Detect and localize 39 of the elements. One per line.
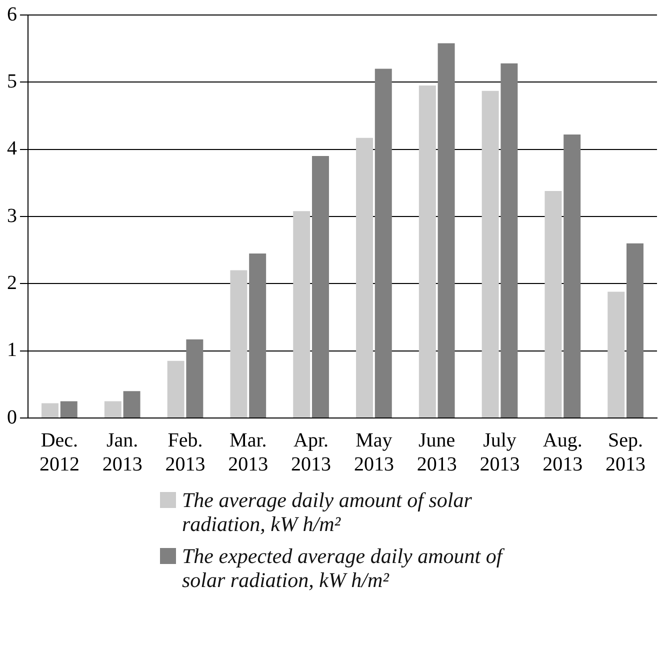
y-tick-label: 4 [7, 138, 17, 160]
x-tick-label: Jan. 2013 [102, 429, 142, 476]
x-tick-label: July 2013 [480, 429, 520, 476]
bar [312, 156, 329, 418]
bar [230, 270, 248, 418]
bar [564, 134, 581, 418]
bar [356, 138, 374, 418]
bar [249, 253, 266, 418]
bar [42, 403, 59, 418]
x-tick-label: May 2013 [354, 429, 394, 476]
y-tick-label: 0 [7, 406, 17, 428]
bar [482, 90, 499, 418]
x-tick-label: June 2013 [416, 429, 457, 476]
x-tick-label: Mar. 2013 [228, 429, 268, 476]
y-tick-label: 2 [7, 272, 17, 294]
y-tick-label: 6 [7, 3, 17, 26]
bar [418, 86, 436, 418]
bar [123, 391, 140, 418]
x-tick-label: Feb. 2013 [165, 429, 206, 476]
bar [500, 63, 518, 418]
bar [167, 360, 184, 418]
bar [544, 190, 562, 418]
bar [374, 68, 392, 418]
bar [60, 401, 78, 418]
bar [608, 292, 625, 418]
bar [104, 401, 122, 418]
x-tick-label: Sep. 2013 [606, 429, 646, 476]
legend-label: The average daily amount of solar radiation, kW h/m² [182, 488, 473, 536]
x-tick-label: Apr. 2013 [291, 429, 332, 476]
x-tick-label: Aug. 2013 [542, 429, 583, 476]
y-tick-label: 3 [7, 204, 17, 227]
y-tick-label: 5 [7, 70, 17, 92]
y-tick-label: 1 [7, 339, 17, 362]
bar [626, 243, 644, 418]
legend-label: The expected average daily amount of solar radiation, kW h/m² [182, 544, 506, 592]
bar [186, 339, 204, 418]
x-tick-label: Dec. 2012 [39, 429, 80, 476]
bar [293, 211, 310, 418]
bar [438, 43, 455, 418]
